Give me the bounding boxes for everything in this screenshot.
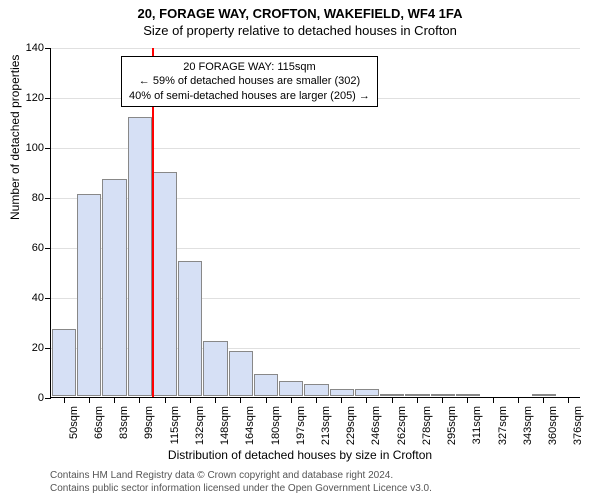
bar [254, 374, 278, 396]
x-tick-label: 376sqm [572, 406, 584, 445]
title-line2: Size of property relative to detached ho… [0, 21, 600, 38]
y-tick [45, 148, 51, 149]
y-axis-title: Number of detached properties [8, 55, 22, 220]
x-tick [215, 397, 216, 403]
y-tick-label: 20 [32, 342, 44, 354]
bar [203, 341, 227, 396]
x-tick-label: 180sqm [270, 406, 282, 445]
x-tick-label: 83sqm [118, 406, 130, 439]
bar [330, 389, 354, 396]
y-tick [45, 98, 51, 99]
x-tick-label: 311sqm [471, 406, 483, 444]
x-tick [190, 397, 191, 403]
y-tick-label: 60 [32, 242, 44, 254]
y-tick-label: 140 [26, 42, 44, 54]
x-tick [291, 397, 292, 403]
x-tick-label: 343sqm [522, 406, 534, 445]
grid-line [51, 48, 580, 49]
x-tick-label: 360sqm [547, 406, 559, 445]
annotation-line3: 40% of semi-detached houses are larger (… [129, 89, 370, 103]
bar [102, 179, 126, 396]
y-tick [45, 298, 51, 299]
y-tick-label: 40 [32, 292, 44, 304]
bar [178, 261, 202, 396]
x-tick [442, 397, 443, 403]
x-tick [139, 397, 140, 403]
x-tick-label: 164sqm [244, 406, 256, 445]
bar [304, 384, 328, 396]
x-tick [240, 397, 241, 403]
x-tick [165, 397, 166, 403]
x-tick [417, 397, 418, 403]
x-tick [114, 397, 115, 403]
y-tick-label: 0 [38, 392, 44, 404]
x-tick-label: 99sqm [143, 406, 155, 439]
bar [128, 117, 152, 396]
bar [456, 394, 480, 396]
x-tick-label: 132sqm [194, 406, 206, 445]
bar [229, 351, 253, 396]
y-tick [45, 48, 51, 49]
bar [405, 394, 429, 396]
bar [279, 381, 303, 396]
x-tick-label: 197sqm [295, 406, 307, 445]
bar [52, 329, 76, 396]
x-tick [266, 397, 267, 403]
x-tick-label: 115sqm [169, 406, 181, 444]
x-tick-label: 295sqm [446, 406, 458, 445]
title-line1: 20, FORAGE WAY, CROFTON, WAKEFIELD, WF4 … [0, 0, 600, 21]
bar [431, 394, 455, 396]
footer-line1: Contains HM Land Registry data © Crown c… [50, 470, 393, 481]
bar [153, 172, 177, 396]
x-tick [89, 397, 90, 403]
x-tick [467, 397, 468, 403]
annotation-line2: ← 59% of detached houses are smaller (30… [129, 74, 370, 88]
x-tick-label: 278sqm [421, 406, 433, 445]
bar [77, 194, 101, 396]
x-tick [568, 397, 569, 403]
y-tick [45, 198, 51, 199]
y-tick-label: 100 [26, 142, 44, 154]
bar [532, 394, 556, 396]
annotation-line1: 20 FORAGE WAY: 115sqm [129, 60, 370, 74]
x-tick [366, 397, 367, 403]
x-tick-label: 327sqm [497, 406, 509, 445]
x-tick-label: 229sqm [345, 406, 357, 445]
x-tick [493, 397, 494, 403]
x-tick [341, 397, 342, 403]
annotation-box: 20 FORAGE WAY: 115sqm← 59% of detached h… [121, 56, 378, 107]
y-tick [45, 248, 51, 249]
y-tick [45, 348, 51, 349]
y-tick [45, 398, 51, 399]
y-tick-label: 120 [26, 92, 44, 104]
x-axis-title: Distribution of detached houses by size … [0, 448, 600, 462]
plot-area: 02040608010012014050sqm66sqm83sqm99sqm11… [50, 48, 580, 398]
x-tick [316, 397, 317, 403]
x-tick-label: 50sqm [68, 406, 80, 439]
bar [355, 389, 379, 396]
x-tick [64, 397, 65, 403]
x-tick-label: 213sqm [320, 406, 332, 445]
x-tick-label: 66sqm [93, 406, 105, 439]
x-tick [543, 397, 544, 403]
x-tick [518, 397, 519, 403]
chart-container: 20, FORAGE WAY, CROFTON, WAKEFIELD, WF4 … [0, 0, 600, 500]
y-tick-label: 80 [32, 192, 44, 204]
x-tick-label: 262sqm [396, 406, 408, 445]
footer-line2: Contains public sector information licen… [50, 483, 432, 494]
chart-area: 02040608010012014050sqm66sqm83sqm99sqm11… [50, 48, 580, 398]
bar [380, 394, 404, 396]
x-tick-label: 148sqm [219, 406, 231, 445]
x-tick [392, 397, 393, 403]
x-tick-label: 246sqm [370, 406, 382, 445]
